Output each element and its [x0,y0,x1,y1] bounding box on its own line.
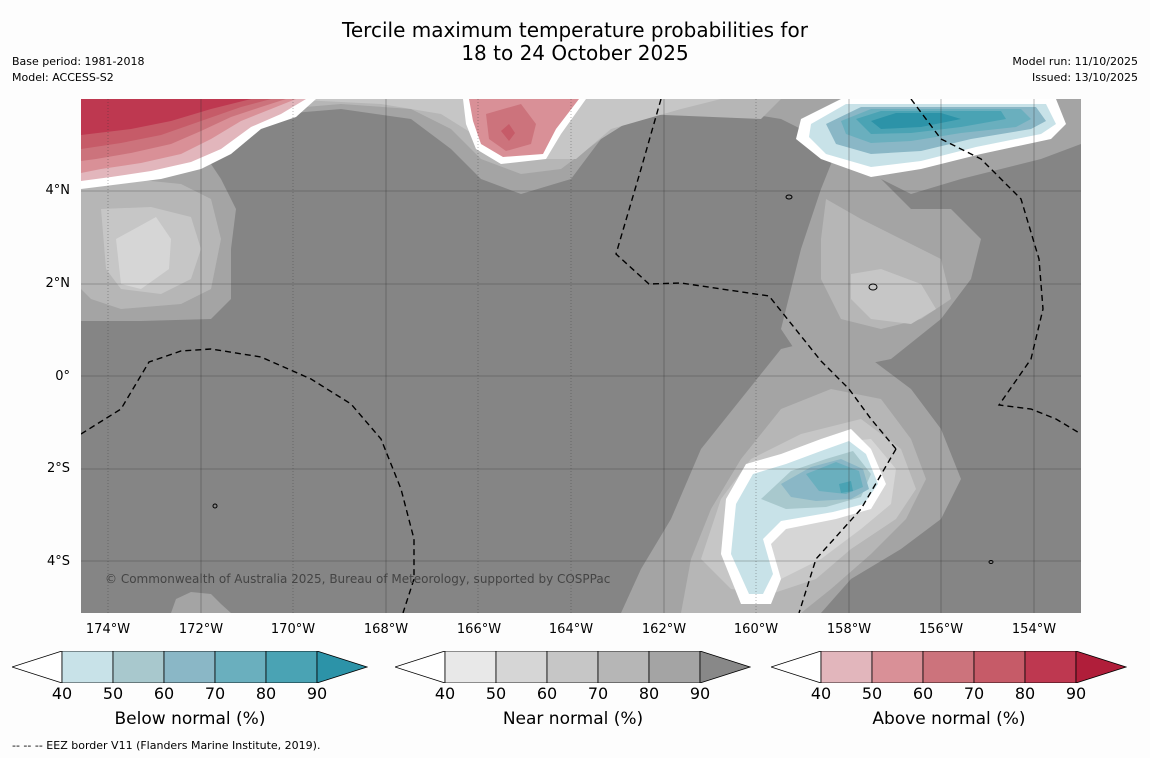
lon-label-174w: 174°W [85,622,131,637]
lon-label-162w: 162°W [641,622,687,637]
map-title: Tercile maximum temperature probabilitie… [0,19,1150,65]
meta-right: Model run: 11/10/2025 Issued: 13/10/2025 [1012,54,1138,86]
meta-left: Base period: 1981-2018 Model: ACCESS-S2 [12,54,144,86]
colorbar-near [395,651,751,683]
above-tick-60: 60 [912,684,934,703]
below-tick-80: 80 [255,684,277,703]
lat-label-0: 0° [55,369,70,384]
colorbar-below-title: Below normal (%) [114,709,266,729]
eez-border-sw [81,348,415,613]
near-tick-50: 50 [485,684,507,703]
lon-label-164w: 164°W [548,622,594,637]
colorbar-below [12,651,368,683]
above-tick-70: 70 [963,684,985,703]
below-tick-50: 50 [102,684,124,703]
above-tick-80: 80 [1014,684,1036,703]
colorbar-above-arrow-min [771,651,822,683]
lat-label-2s: 2°S [46,461,70,476]
near-tick-80: 80 [638,684,660,703]
near-tick-70: 70 [587,684,609,703]
colorbar-near-arrow-min [395,651,446,683]
copyright-notice: © Commonwealth of Australia 2025, Bureau… [105,572,611,586]
colorbar-above [771,651,1127,683]
below-normal-region-ne-90 [871,113,961,129]
near-tick-60: 60 [536,684,558,703]
map-canvas [81,99,1081,613]
near-normal-region-nw-lightest [116,217,171,289]
above-tick-50: 50 [861,684,883,703]
lon-label-172w: 172°W [178,622,224,637]
base-period: Base period: 1981-2018 [12,55,145,68]
eez-border-se [798,448,897,613]
lon-label-170w: 170°W [270,622,316,637]
colorbar-above-arrow-max [1075,651,1127,683]
near-tick-40: 40 [434,684,456,703]
title-line-1: Tercile maximum temperature probabilitie… [342,18,808,42]
model-name: Model: ACCESS-S2 [12,71,114,84]
colorbar-below-arrow-max [316,651,368,683]
lat-label-4s: 4°S [46,554,70,569]
lon-label-156w: 156°W [918,622,964,637]
colorbar-near-title: Near normal (%) [502,709,644,729]
eez-border-e [910,99,1081,435]
title-line-2: 18 to 24 October 2025 [461,41,689,65]
probability-map [81,99,1081,613]
colorbar-below-arrow-min [12,651,63,683]
below-tick-90: 90 [306,684,328,703]
above-normal-region-nw-90 [81,99,251,135]
below-normal-region-se-80 [839,481,853,493]
lon-label-168w: 168°W [363,622,409,637]
issued-date: Issued: 13/10/2025 [1031,71,1138,84]
near-normal-region-ne-lighter [851,269,936,324]
colorbar-near-arrow-max [699,651,751,683]
below-tick-40: 40 [51,684,73,703]
above-tick-40: 40 [810,684,832,703]
above-normal-region-nc-80 [501,124,515,141]
colorbar-above-title: Above normal (%) [872,709,1026,729]
lon-label-160w: 160°W [733,622,779,637]
near-tick-90: 90 [689,684,711,703]
islands [212,194,994,564]
graticule [81,99,1081,613]
below-tick-70: 70 [204,684,226,703]
lat-label-4n: 4°N [45,183,71,198]
eez-border-ne [615,99,897,450]
lat-label-2n: 2°N [45,276,71,291]
above-tick-90: 90 [1065,684,1087,703]
below-tick-60: 60 [153,684,175,703]
lon-label-166w: 166°W [456,622,502,637]
model-run: Model run: 11/10/2025 [1012,55,1138,68]
lon-label-154w: 154°W [1011,622,1057,637]
eez-borders [81,99,1081,613]
eez-footnote: -- -- -- EEZ border V11 (Flanders Marine… [12,739,321,752]
lon-label-158w: 158°W [826,622,872,637]
